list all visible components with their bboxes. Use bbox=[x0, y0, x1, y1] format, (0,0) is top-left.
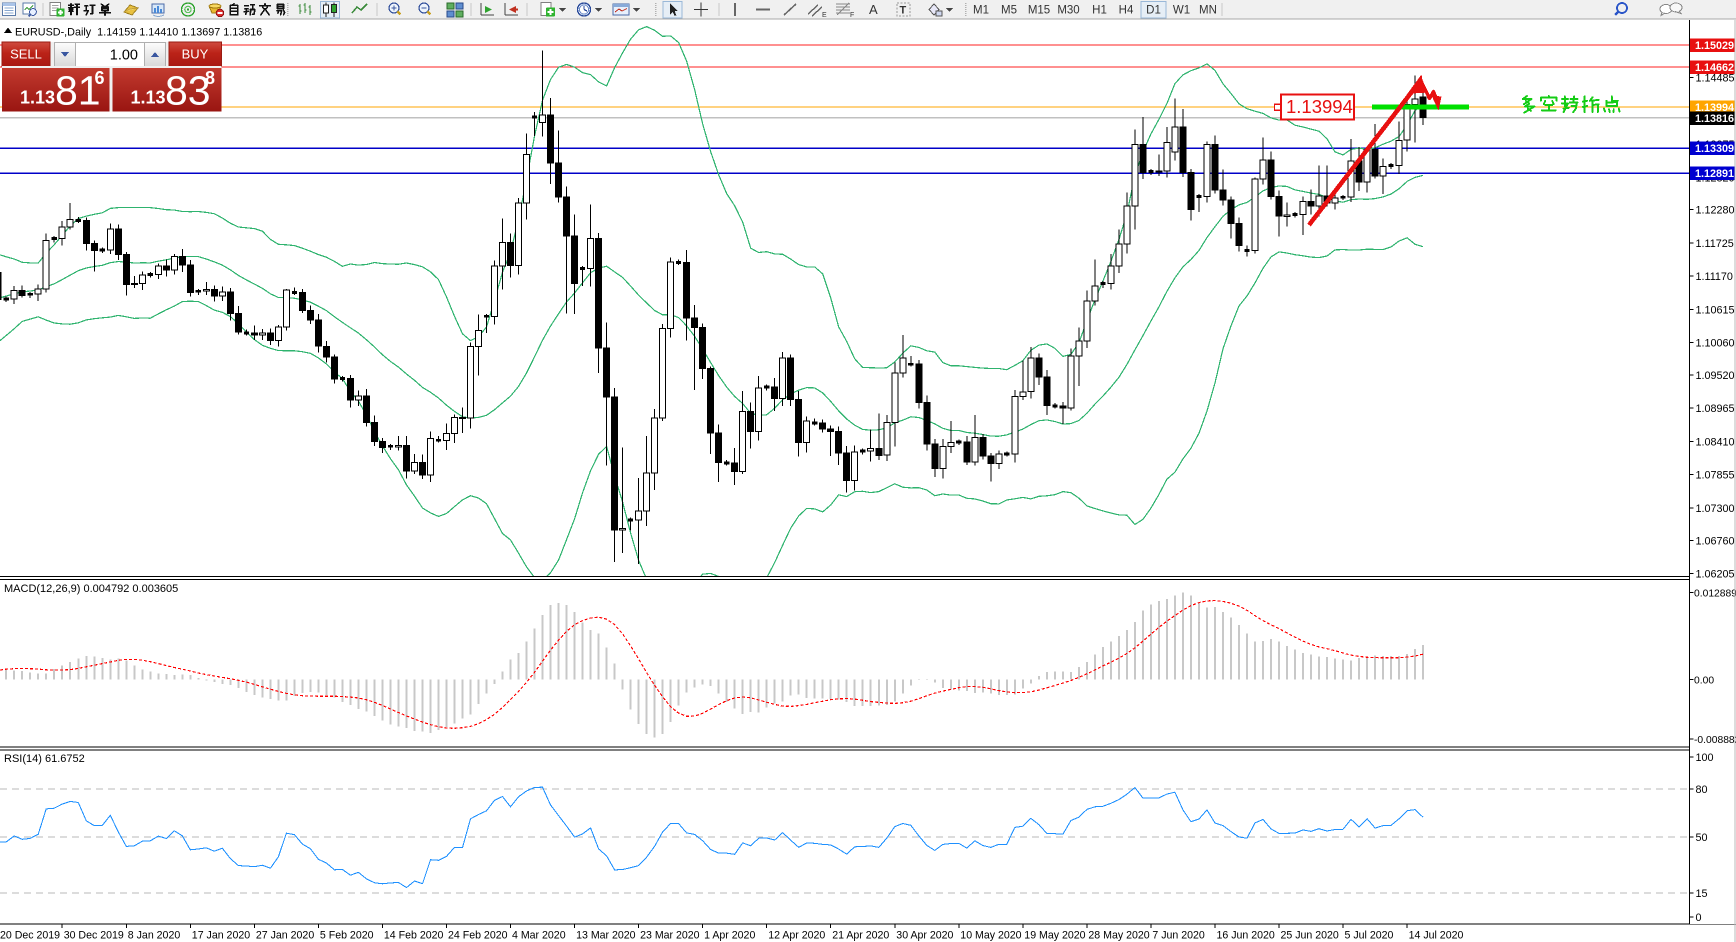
svg-text:6: 6 bbox=[95, 68, 105, 88]
svg-text:1.13816: 1.13816 bbox=[1695, 113, 1734, 125]
svg-text:1.10615: 1.10615 bbox=[1696, 304, 1735, 316]
svg-text:D1: D1 bbox=[1146, 5, 1161, 17]
svg-text:8: 8 bbox=[205, 68, 215, 88]
svg-text:1.11170: 1.11170 bbox=[1696, 271, 1733, 283]
svg-text:W1: W1 bbox=[1173, 5, 1190, 17]
svg-text:21 Apr 2020: 21 Apr 2020 bbox=[832, 930, 889, 942]
svg-text:19 May 2020: 19 May 2020 bbox=[1024, 930, 1085, 942]
svg-text:RSI(14) 61.6752: RSI(14) 61.6752 bbox=[4, 753, 85, 765]
svg-text:1.13994: 1.13994 bbox=[1695, 102, 1734, 114]
svg-text:1.06760: 1.06760 bbox=[1696, 535, 1735, 547]
svg-text:28 May 2020: 28 May 2020 bbox=[1088, 930, 1149, 942]
svg-text:H1: H1 bbox=[1092, 5, 1107, 17]
svg-text:F: F bbox=[850, 12, 854, 19]
svg-text:A: A bbox=[869, 2, 878, 17]
svg-text:1.12280: 1.12280 bbox=[1696, 205, 1735, 217]
svg-text:0.00: 0.00 bbox=[1694, 675, 1714, 686]
svg-text:MACD(12,26,9) 0.004792 0.00360: MACD(12,26,9) 0.004792 0.003605 bbox=[4, 583, 178, 595]
svg-text:1.14662: 1.14662 bbox=[1695, 62, 1734, 74]
svg-text:7 Jun 2020: 7 Jun 2020 bbox=[1152, 930, 1205, 942]
svg-text:8 Jan 2020: 8 Jan 2020 bbox=[128, 930, 181, 942]
svg-text:1.10060: 1.10060 bbox=[1696, 338, 1735, 350]
svg-text:12 Apr 2020: 12 Apr 2020 bbox=[768, 930, 825, 942]
svg-text:1.13309: 1.13309 bbox=[1695, 143, 1734, 155]
svg-text:14 Jul 2020: 14 Jul 2020 bbox=[1409, 930, 1464, 942]
svg-text:1.13: 1.13 bbox=[20, 88, 55, 108]
svg-text:1.11725: 1.11725 bbox=[1696, 238, 1734, 250]
svg-text:1 Apr 2020: 1 Apr 2020 bbox=[704, 930, 755, 942]
svg-text:SELL: SELL bbox=[10, 47, 42, 62]
svg-text:1.07855: 1.07855 bbox=[1696, 470, 1735, 482]
svg-text:4 Mar 2020: 4 Mar 2020 bbox=[512, 930, 566, 942]
svg-text:M1: M1 bbox=[973, 5, 989, 17]
svg-text:100: 100 bbox=[1696, 752, 1714, 764]
svg-text:24 Feb 2020: 24 Feb 2020 bbox=[448, 930, 508, 942]
svg-text:13 Mar 2020: 13 Mar 2020 bbox=[576, 930, 636, 942]
svg-text:15: 15 bbox=[1696, 888, 1708, 900]
svg-text:83: 83 bbox=[165, 68, 211, 114]
svg-text:5 Jul 2020: 5 Jul 2020 bbox=[1345, 930, 1394, 942]
svg-text:T: T bbox=[900, 5, 907, 17]
svg-text:50: 50 bbox=[1696, 832, 1708, 844]
svg-text:16 Jun 2020: 16 Jun 2020 bbox=[1217, 930, 1275, 942]
svg-text:1.13: 1.13 bbox=[131, 88, 166, 108]
svg-text:-0.008882: -0.008882 bbox=[1694, 735, 1736, 746]
svg-text:0.012889: 0.012889 bbox=[1694, 589, 1736, 600]
svg-text:1.14485: 1.14485 bbox=[1696, 73, 1735, 85]
svg-text:81: 81 bbox=[55, 68, 101, 114]
svg-text:MN: MN bbox=[1199, 5, 1217, 17]
svg-text:EURUSD-,Daily 1.14159 1.14410: EURUSD-,Daily 1.14159 1.14410 1.13697 1.… bbox=[15, 27, 262, 39]
svg-text:1.07300: 1.07300 bbox=[1696, 503, 1735, 515]
svg-text:10 May 2020: 10 May 2020 bbox=[960, 930, 1021, 942]
svg-text:1.13994: 1.13994 bbox=[1286, 96, 1353, 117]
svg-text:17 Jan 2020: 17 Jan 2020 bbox=[192, 930, 250, 942]
svg-text:1.00: 1.00 bbox=[110, 48, 138, 64]
svg-text:14 Feb 2020: 14 Feb 2020 bbox=[384, 930, 444, 942]
svg-text:1.08965: 1.08965 bbox=[1696, 403, 1735, 415]
svg-text:1.12891: 1.12891 bbox=[1695, 168, 1734, 180]
svg-text:1.06205: 1.06205 bbox=[1696, 569, 1735, 581]
svg-text:23 Mar 2020: 23 Mar 2020 bbox=[640, 930, 700, 942]
svg-text:E: E bbox=[822, 12, 827, 19]
svg-text:M30: M30 bbox=[1057, 5, 1079, 17]
svg-text:30 Apr 2020: 30 Apr 2020 bbox=[896, 930, 953, 942]
svg-text:20 Dec 2019: 20 Dec 2019 bbox=[0, 930, 60, 942]
svg-text:H4: H4 bbox=[1119, 5, 1134, 17]
svg-text:M15: M15 bbox=[1028, 5, 1050, 17]
svg-text:1.15029: 1.15029 bbox=[1695, 40, 1734, 52]
svg-text:27 Jan 2020: 27 Jan 2020 bbox=[256, 930, 314, 942]
svg-text:25 Jun 2020: 25 Jun 2020 bbox=[1281, 930, 1339, 942]
svg-text:M5: M5 bbox=[1001, 5, 1017, 17]
svg-text:80: 80 bbox=[1696, 784, 1708, 796]
svg-text:5 Feb 2020: 5 Feb 2020 bbox=[320, 930, 374, 942]
svg-text:1.09520: 1.09520 bbox=[1696, 370, 1735, 382]
svg-text:BUY: BUY bbox=[182, 47, 209, 62]
svg-text:30 Dec 2019: 30 Dec 2019 bbox=[64, 930, 124, 942]
svg-text:1.08410: 1.08410 bbox=[1696, 437, 1735, 449]
svg-text:0: 0 bbox=[1696, 912, 1702, 924]
